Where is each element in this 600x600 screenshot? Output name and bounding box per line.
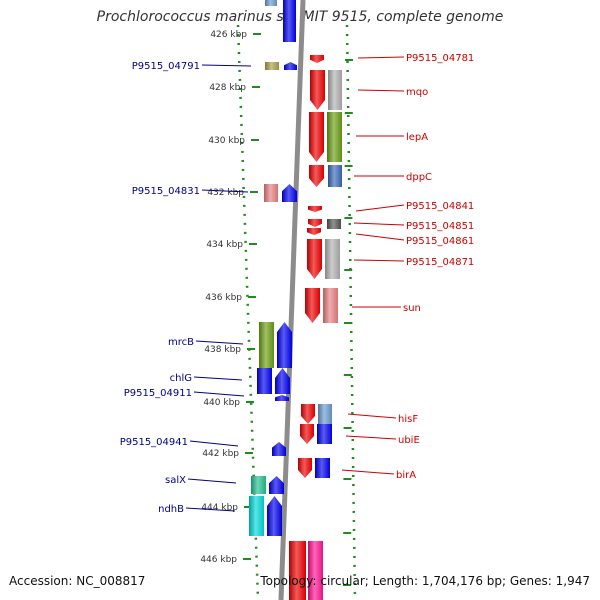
gene-label-right[interactable]: P9515_04871	[406, 257, 474, 268]
gene-feature[interactable]	[301, 404, 315, 424]
gene-label-right[interactable]: lepA	[406, 132, 428, 143]
label-leader	[345, 435, 397, 440]
gene-feature[interactable]	[272, 442, 286, 456]
tick-label: 426 kbp	[210, 30, 247, 40]
gene-label-left[interactable]: P9515_04791	[132, 61, 200, 72]
genome-backbone	[278, 0, 306, 600]
gene-feature[interactable]	[275, 368, 290, 394]
gene-feature[interactable]	[267, 496, 282, 536]
label-leader	[189, 440, 239, 447]
gene-feature[interactable]	[308, 219, 322, 227]
gene-feature[interactable]	[305, 288, 320, 323]
tick-label: 444 kbp	[201, 503, 238, 513]
tick-label: 432 kbp	[207, 188, 244, 198]
label-leader	[195, 340, 244, 345]
tick-label: 442 kbp	[202, 449, 239, 459]
label-leader	[187, 478, 237, 484]
label-leader	[201, 189, 249, 193]
gene-feature[interactable]	[308, 206, 322, 212]
label-leader	[347, 413, 397, 419]
gene-label-right[interactable]: sun	[403, 303, 421, 314]
label-leader	[355, 204, 405, 212]
gene-feature[interactable]	[315, 458, 330, 478]
gene-label-right[interactable]: P9515_04861	[406, 236, 474, 247]
label-leader	[353, 259, 405, 262]
topology-label: Topology: circular; Length: 1,704,176 bp…	[260, 574, 590, 588]
tick-label: 430 kbp	[208, 136, 245, 146]
gene-feature[interactable]	[307, 228, 321, 235]
gene-feature[interactable]	[264, 184, 278, 202]
gene-feature[interactable]	[317, 424, 332, 444]
gene-feature[interactable]	[269, 476, 284, 494]
label-leader	[193, 391, 245, 397]
gene-feature[interactable]	[318, 404, 332, 424]
label-leader	[185, 507, 236, 512]
label-leader	[201, 64, 252, 67]
label-leader	[353, 222, 405, 226]
gene-feature[interactable]	[328, 165, 342, 187]
gene-feature[interactable]	[307, 239, 322, 279]
gene-label-left[interactable]: mrcB	[168, 337, 194, 348]
gene-label-left[interactable]: P9515_04911	[124, 388, 192, 399]
gene-label-right[interactable]: dppC	[406, 172, 432, 183]
gene-feature[interactable]	[327, 219, 341, 229]
gene-feature[interactable]	[327, 112, 342, 162]
gene-feature[interactable]	[328, 70, 342, 110]
gene-feature[interactable]	[308, 541, 323, 600]
gene-label-left[interactable]: P9515_04941	[120, 437, 188, 448]
tick-label: 428 kbp	[209, 83, 246, 93]
gene-feature[interactable]	[257, 368, 272, 394]
gene-label-left[interactable]: salX	[165, 475, 186, 486]
gene-feature[interactable]	[309, 165, 324, 187]
tick-label: 434 kbp	[206, 240, 243, 250]
gene-feature[interactable]	[275, 395, 289, 401]
gene-label-right[interactable]: P9515_04841	[406, 201, 474, 212]
label-leader	[355, 233, 405, 241]
gene-label-right[interactable]: birA	[396, 470, 416, 481]
gene-label-left[interactable]: P9515_04831	[132, 186, 200, 197]
gene-feature[interactable]	[289, 541, 306, 600]
gene-label-left[interactable]: chlG	[170, 373, 192, 384]
gene-feature[interactable]	[251, 476, 266, 494]
tick-label: 436 kbp	[205, 293, 242, 303]
gene-feature[interactable]	[309, 112, 324, 162]
gene-label-right[interactable]: ubiE	[398, 435, 420, 446]
gene-feature[interactable]	[310, 55, 324, 63]
label-leader	[341, 469, 395, 475]
gene-label-right[interactable]: P9515_04851	[406, 221, 474, 232]
label-leader	[357, 89, 405, 92]
tick-label: 446 kbp	[200, 555, 237, 565]
gene-label-left[interactable]: ndhB	[158, 504, 184, 515]
tick-label: 438 kbp	[204, 345, 241, 355]
gene-feature[interactable]	[310, 70, 325, 110]
gene-feature[interactable]	[265, 62, 279, 70]
label-leader	[357, 56, 405, 59]
gene-feature[interactable]	[265, 0, 277, 6]
gene-label-right[interactable]: mqo	[406, 87, 428, 98]
gene-feature[interactable]	[298, 458, 312, 478]
gene-feature[interactable]	[259, 322, 274, 368]
gene-label-right[interactable]: P9515_04781	[406, 53, 474, 64]
label-leader	[193, 376, 243, 381]
gene-feature[interactable]	[300, 424, 314, 444]
gene-feature[interactable]	[283, 0, 296, 42]
gene-feature[interactable]	[282, 184, 297, 202]
gene-feature[interactable]	[249, 496, 264, 536]
accession-label: Accession: NC_008817	[9, 574, 146, 588]
gene-feature[interactable]	[277, 322, 292, 368]
gene-feature[interactable]	[323, 288, 338, 323]
tick-label: 440 kbp	[203, 398, 240, 408]
gene-label-right[interactable]: hisF	[398, 414, 418, 425]
guide-dots-right	[345, 24, 357, 600]
gene-feature[interactable]	[325, 239, 340, 279]
gene-feature[interactable]	[284, 62, 297, 70]
